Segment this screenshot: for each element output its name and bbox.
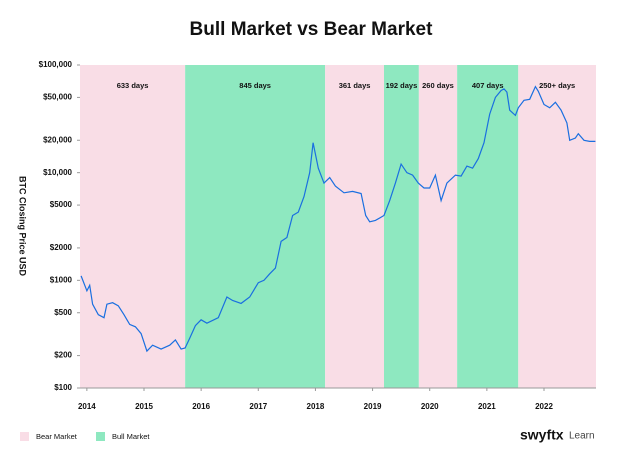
chart-title: Bull Market vs Bear Market bbox=[190, 19, 434, 40]
y-tick-label: $5000 bbox=[50, 200, 73, 209]
y-tick-label: $100,000 bbox=[39, 60, 73, 69]
y-tick-label: $200 bbox=[54, 351, 72, 360]
region-label: 845 days bbox=[239, 81, 271, 90]
legend-label: Bull Market bbox=[112, 432, 150, 441]
brand: swyftx bbox=[520, 427, 564, 443]
region-label: 260 days bbox=[422, 81, 454, 90]
y-axis-label: BTC Closing Price USD bbox=[18, 176, 28, 277]
market-region bbox=[325, 65, 384, 388]
x-tick-label: 2014 bbox=[78, 402, 96, 411]
y-tick-label: $1000 bbox=[50, 275, 73, 284]
market-region bbox=[418, 65, 458, 388]
y-tick-label: $10,000 bbox=[43, 168, 72, 177]
region-label: 250+ days bbox=[539, 81, 575, 90]
x-tick-label: 2017 bbox=[249, 402, 267, 411]
price-line bbox=[80, 85, 596, 353]
y-tick-label: $20,000 bbox=[43, 135, 72, 144]
legend-swatch bbox=[96, 432, 105, 441]
region-label: 633 days bbox=[117, 81, 149, 90]
market-region bbox=[518, 65, 596, 388]
x-tick-label: 2020 bbox=[421, 402, 439, 411]
x-tick-label: 2016 bbox=[192, 402, 210, 411]
market-region bbox=[384, 65, 419, 388]
market-region bbox=[80, 65, 186, 388]
region-label: 192 days bbox=[386, 81, 418, 90]
x-tick-label: 2022 bbox=[535, 402, 553, 411]
y-tick-label: $500 bbox=[54, 308, 72, 317]
x-tick-label: 2015 bbox=[135, 402, 153, 411]
brand-sub: Learn bbox=[569, 431, 595, 442]
x-tick-label: 2021 bbox=[478, 402, 496, 411]
y-tick-label: $50,000 bbox=[43, 93, 72, 102]
region-label: 361 days bbox=[339, 81, 371, 90]
x-tick-label: 2018 bbox=[307, 402, 325, 411]
legend-label: Bear Market bbox=[36, 432, 78, 441]
x-tick-label: 2019 bbox=[364, 402, 382, 411]
legend-swatch bbox=[20, 432, 29, 441]
market-region bbox=[185, 65, 326, 388]
market-region bbox=[457, 65, 519, 388]
y-tick-label: $2000 bbox=[50, 243, 73, 252]
region-label: 407 days bbox=[472, 81, 504, 90]
y-tick-label: $100 bbox=[54, 383, 72, 392]
